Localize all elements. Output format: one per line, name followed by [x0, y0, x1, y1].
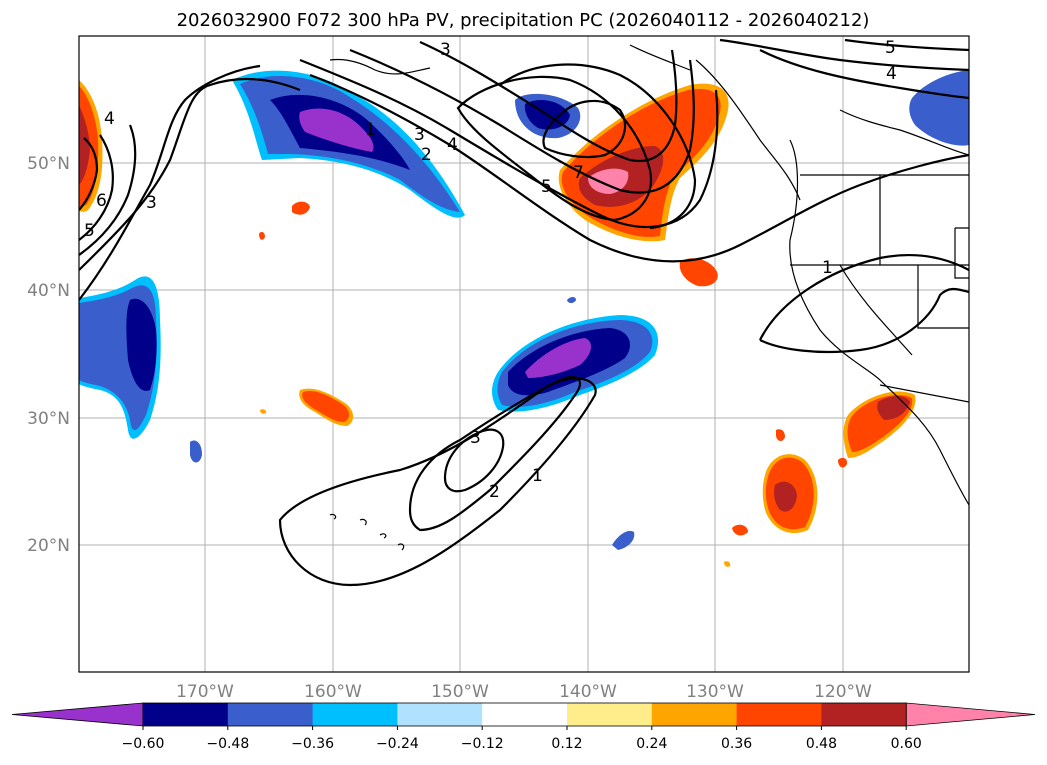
longitude-labels: 170°W 160°W 150°W 140°W 130°W 120°W — [176, 682, 872, 702]
lon-label-150w: 150°W — [431, 682, 489, 702]
lat-label-50n: 50°N — [27, 154, 70, 174]
lon-label-140w: 140°W — [559, 682, 617, 702]
contour-labels: 1 2 3 1 1 2 3 4 5 7 3 4 3 6 5 5 4 — [84, 38, 897, 502]
colorbar: −0.60 −0.48 −0.36 −0.24 −0.12 0.12 0.24 0.36 0.4… — [11, 702, 1036, 752]
figure-title: 2026032900 F072 300 hPa PV, precipitatio… — [177, 10, 870, 31]
colorbar-tick-label: −0.36 — [291, 736, 334, 752]
latitude-labels: 50°N 40°N 30°N 20°N — [27, 154, 70, 556]
contour-label: 2 — [421, 145, 432, 165]
colorbar-segment — [736, 703, 822, 726]
colorbar-tick-label: 0.60 — [891, 736, 922, 752]
contour-label: 3 — [146, 193, 157, 213]
contour-label: 2 — [489, 482, 500, 502]
map-area: 1 2 3 1 1 2 3 4 5 7 3 4 3 6 5 5 4 — [79, 36, 969, 672]
colorbar-segment — [227, 703, 314, 726]
colorbar-tick-label: 0.12 — [551, 736, 582, 752]
lat-label-40n: 40°N — [27, 281, 70, 301]
contour-label: 1 — [532, 466, 543, 486]
colorbar-tick-label: 0.48 — [806, 736, 837, 752]
colorbar-segment — [567, 703, 653, 726]
contour-label: 3 — [470, 428, 481, 448]
contour-label: 5 — [541, 177, 552, 197]
colorbar-tick-label: −0.12 — [461, 736, 504, 752]
pv-contours — [79, 38, 969, 587]
negative-precip-regions — [79, 70, 969, 550]
colorbar-frame — [142, 702, 907, 727]
colorbar-tick-label: 0.36 — [721, 736, 752, 752]
colorbar-segment — [651, 703, 738, 726]
colorbar-segment — [821, 703, 907, 726]
contour-label: 1 — [822, 258, 833, 278]
contour-label: 7 — [573, 163, 584, 183]
lon-label-160w: 160°W — [304, 682, 362, 702]
contour-label: 4 — [104, 109, 115, 129]
colorbar-segment — [482, 703, 568, 726]
colorbar-tick-label: −0.48 — [206, 736, 249, 752]
contour-label: 1 — [365, 120, 376, 140]
colorbar-extend-max — [905, 702, 1036, 727]
map-frame — [78, 35, 970, 673]
lat-label-20n: 20°N — [27, 536, 70, 556]
lon-label-120w: 120°W — [814, 682, 872, 702]
contour-label: 6 — [96, 191, 107, 211]
colorbar-tick-label: −0.60 — [122, 736, 165, 752]
colorbar-segment — [143, 703, 229, 726]
colorbar-tick-label: 0.24 — [636, 736, 667, 752]
contour-label: 5 — [885, 38, 896, 58]
colorbar-segment — [312, 703, 398, 726]
contour-label: 5 — [84, 221, 95, 241]
contour-label: 4 — [447, 135, 458, 155]
contour-label: 4 — [886, 64, 897, 84]
lon-label-170w: 170°W — [176, 682, 234, 702]
lon-label-130w: 130°W — [686, 682, 744, 702]
colorbar-tick-label: −0.24 — [376, 736, 419, 752]
colorbar-segment — [397, 703, 483, 726]
lat-label-30n: 30°N — [27, 409, 70, 429]
colorbar-extend-min — [11, 702, 144, 727]
contour-label: 3 — [440, 40, 451, 60]
contour-label: 3 — [414, 125, 425, 145]
